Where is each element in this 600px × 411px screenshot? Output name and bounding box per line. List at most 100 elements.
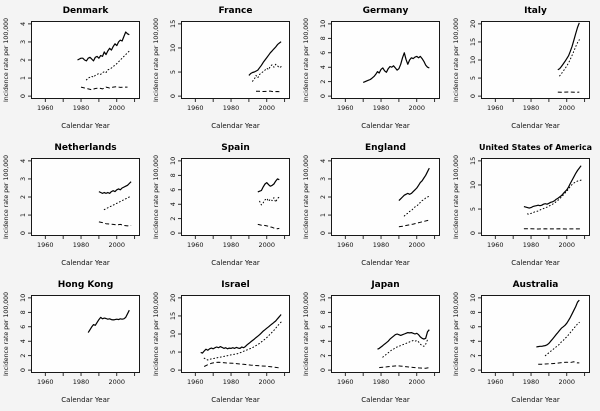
y-axis-label: Incidence rate per 100,000 — [303, 18, 310, 102]
series-solid — [362, 52, 430, 83]
chart-panel-denmark: Denmark 1960 1980 2000 0 1 2 3 4 Calendar Year Inc… — [0, 0, 150, 137]
y-tick-label: 6 — [319, 51, 327, 55]
y-axis-label: Incidence rate per 100,000 — [303, 155, 310, 239]
y-tick-label: 20 — [169, 294, 177, 302]
y-tick-label: 2 — [319, 354, 327, 358]
chart-panel-italy: Italy 1960 1980 2000 0 5 10 15 20 Calendar Year In… — [450, 0, 600, 137]
x-axis-label: Calendar Year — [61, 122, 110, 130]
y-tick-label: 1 — [319, 213, 327, 217]
x-tick-label: 2000 — [558, 104, 575, 112]
y-tick-label: 4 — [19, 22, 27, 26]
chart-panel-hong-kong: Hong Kong 1960 1980 2000 0 2 4 6 8 10 Calendar Yea… — [0, 274, 150, 411]
y-tick-label: 10 — [169, 44, 177, 52]
y-tick-label: 4 — [19, 159, 27, 163]
y-tick-label: 10 — [469, 181, 477, 189]
y-axis: 0 2 4 6 8 10 — [19, 294, 31, 372]
y-axis: 0 2 4 6 8 10 — [319, 20, 331, 98]
y-tick-label: 1 — [19, 76, 27, 80]
x-tick-label: 2000 — [108, 241, 125, 249]
x-tick-label: 1960 — [37, 104, 54, 112]
x-axis-label: Calendar Year — [361, 259, 410, 267]
series-dotted — [203, 321, 282, 361]
y-tick-label: 6 — [319, 325, 327, 329]
x-axis-label: Calendar Year — [61, 396, 110, 404]
series-dashed — [398, 219, 430, 228]
chart-panel-united-states-of-america: United States of America 1960 1980 2000 0 5 10… — [450, 137, 600, 274]
y-axis-label: Incidence rate per 100,000 — [453, 155, 460, 239]
x-tick-label: 1960 — [187, 104, 204, 112]
x-tick-label: 1960 — [337, 104, 354, 112]
chart-title: Germany — [363, 6, 409, 16]
y-tick-label: 2 — [19, 195, 27, 199]
x-tick-label: 1980 — [223, 104, 240, 112]
x-tick-label: 2000 — [558, 241, 575, 249]
series-dotted — [527, 179, 582, 215]
x-axis: 1960 1980 2000 — [37, 373, 136, 386]
y-tick-label: 0 — [169, 368, 177, 372]
x-axis-label: Calendar Year — [511, 122, 560, 130]
x-tick-label: 1960 — [487, 378, 504, 386]
y-tick-label: 5 — [169, 350, 177, 354]
chart-title: Australia — [513, 280, 559, 290]
x-axis-label: Calendar Year — [511, 259, 560, 267]
x-axis-label: Calendar Year — [361, 122, 410, 130]
series-dotted — [544, 321, 580, 357]
chart-panel-israel: Israel 1960 1980 2000 0 5 10 15 20 Calendar Year I… — [150, 274, 300, 411]
plot-frame — [331, 295, 440, 373]
series-dotted — [259, 196, 280, 206]
y-axis: 0 5 10 15 — [469, 157, 481, 235]
x-tick-label: 2000 — [258, 104, 275, 112]
y-tick-label: 5 — [469, 76, 477, 80]
plot-frame — [331, 158, 440, 236]
plot-frame — [31, 158, 140, 236]
x-axis: 1960 1980 2000 — [187, 236, 286, 249]
x-axis-label: Calendar Year — [211, 122, 260, 130]
chart-panel-australia: Australia 1960 1980 2000 0 2 4 6 8 10 Calendar Yea… — [450, 274, 600, 411]
y-axis-label: Incidence rate per 100,000 — [153, 292, 160, 376]
y-tick-label: 4 — [319, 159, 327, 163]
series-dotted — [559, 39, 580, 77]
y-axis: 0 5 10 15 — [169, 20, 181, 98]
y-tick-label: 2 — [19, 354, 27, 358]
plot-frame — [481, 158, 590, 236]
y-tick-label: 6 — [19, 325, 27, 329]
series-solid — [398, 167, 430, 202]
x-tick-label: 2000 — [408, 104, 425, 112]
y-tick-label: 0 — [19, 368, 27, 372]
chart-title: Italy — [524, 6, 547, 16]
y-tick-label: 10 — [19, 294, 27, 302]
chart-title: France — [219, 6, 253, 16]
y-tick-label: 0 — [19, 231, 27, 235]
line-chart: Israel 1960 1980 2000 0 5 10 15 20 Calendar Year I… — [153, 280, 290, 404]
x-tick-label: 1980 — [373, 241, 390, 249]
x-tick-label: 2000 — [258, 241, 275, 249]
series-dashed — [256, 90, 282, 93]
series-dashed — [80, 86, 128, 91]
x-tick-label: 1960 — [337, 241, 354, 249]
y-tick-label: 2 — [19, 58, 27, 62]
series-solid — [77, 31, 130, 62]
series-dashed — [379, 365, 430, 369]
x-axis: 1960 1980 2000 — [487, 99, 586, 112]
y-tick-label: 8 — [319, 36, 327, 40]
y-tick-label: 0 — [169, 231, 177, 235]
x-tick-label: 1960 — [37, 241, 54, 249]
y-axis: 0 2 4 6 8 10 — [169, 157, 181, 235]
chart-panel-netherlands: Netherlands 1960 1980 2000 0 1 2 3 4 Calendar Yea… — [0, 137, 150, 274]
x-axis: 1960 1980 2000 — [187, 373, 286, 386]
x-tick-label: 1980 — [373, 378, 390, 386]
x-tick-label: 1960 — [37, 378, 54, 386]
y-tick-label: 2 — [319, 80, 327, 84]
plot-frame — [331, 21, 440, 99]
y-tick-label: 2 — [469, 354, 477, 358]
line-chart: Germany 1960 1980 2000 0 2 4 6 8 10 Calendar Year I… — [303, 6, 440, 130]
y-tick-label: 15 — [169, 312, 177, 320]
y-axis-label: Incidence rate per 100,000 — [3, 18, 10, 102]
y-tick-label: 15 — [469, 38, 477, 46]
x-tick-label: 2000 — [558, 378, 575, 386]
y-tick-label: 4 — [469, 339, 477, 343]
y-tick-label: 0 — [469, 94, 477, 98]
y-axis: 0 5 10 15 20 — [469, 20, 481, 98]
line-chart: Spain 1960 1980 2000 0 2 4 6 8 10 Calendar Year Inc… — [153, 143, 290, 267]
y-axis: 0 2 4 6 8 10 — [469, 294, 481, 372]
